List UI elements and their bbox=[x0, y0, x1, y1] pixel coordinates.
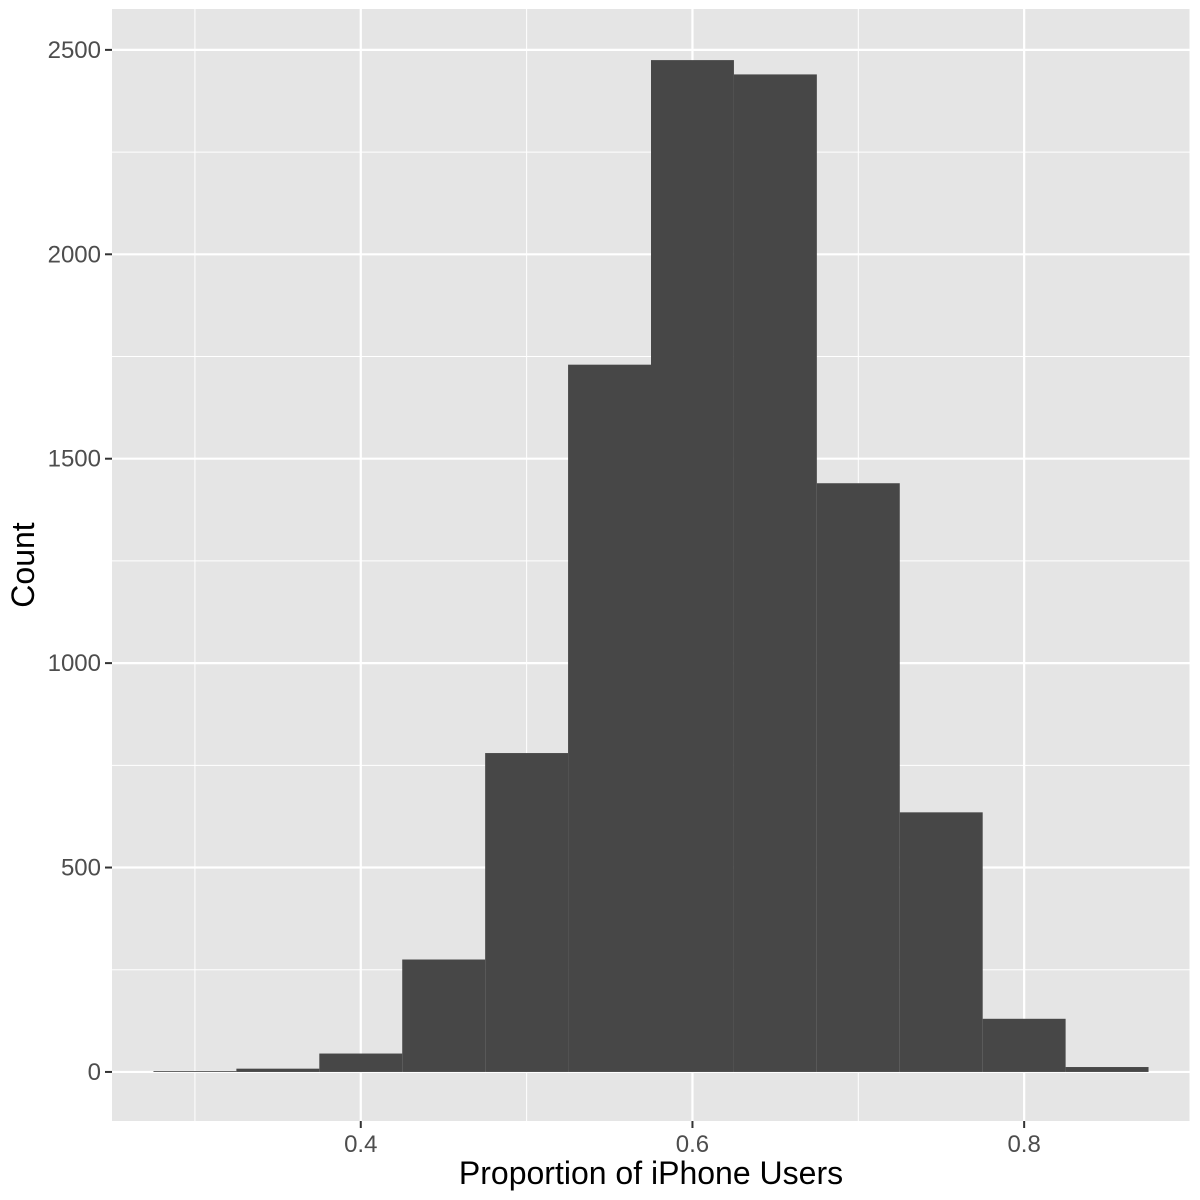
histogram-bar bbox=[816, 483, 900, 1072]
histogram-bar bbox=[402, 959, 486, 1072]
histogram-bar bbox=[153, 1071, 237, 1072]
y-tick-label: 1000 bbox=[48, 650, 101, 677]
x-axis: 0.4 0.6 0.8 bbox=[344, 1121, 1041, 1158]
y-tick-label: 1500 bbox=[48, 446, 101, 473]
y-tick-label: 2000 bbox=[48, 241, 101, 268]
y-tick-label: 0 bbox=[88, 1059, 101, 1086]
histogram-bar bbox=[319, 1053, 403, 1072]
histogram-bar bbox=[651, 60, 734, 1072]
x-tick-label: 0.4 bbox=[344, 1131, 377, 1158]
x-axis-title: Proportion of iPhone Users bbox=[459, 1155, 843, 1191]
histogram-bar bbox=[236, 1068, 320, 1072]
histogram-bar bbox=[899, 812, 983, 1072]
histogram-bar bbox=[982, 1018, 1066, 1072]
histogram-bar bbox=[485, 753, 569, 1072]
histogram-bar bbox=[568, 364, 651, 1072]
y-tick-label: 2500 bbox=[48, 37, 101, 64]
y-axis: 0 500 1000 1500 2000 2500 bbox=[48, 37, 112, 1086]
y-tick-label: 500 bbox=[61, 855, 101, 882]
x-tick-label: 0.6 bbox=[676, 1131, 709, 1158]
histogram-bars bbox=[153, 60, 1149, 1072]
x-tick-label: 0.8 bbox=[1007, 1131, 1040, 1158]
histogram-bar bbox=[1065, 1067, 1149, 1072]
y-axis-title: Count bbox=[5, 522, 41, 608]
histogram-bar bbox=[733, 74, 817, 1072]
